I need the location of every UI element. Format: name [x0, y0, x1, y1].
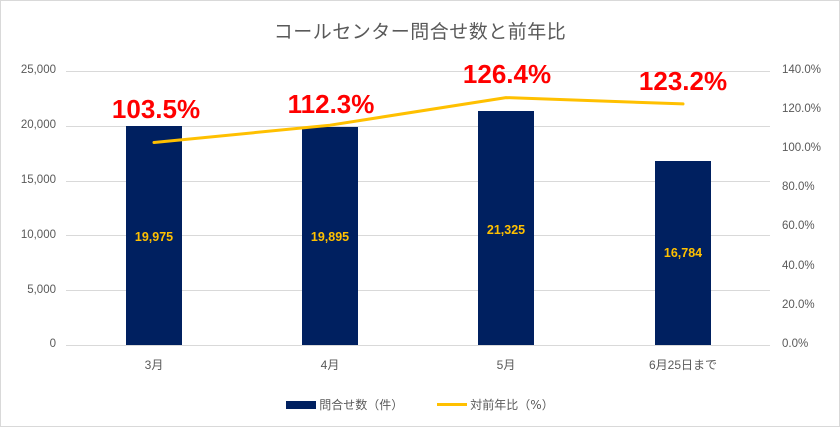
ratio-label: 126.4%: [462, 59, 552, 89]
y-right-tick: 120.0%: [782, 103, 822, 115]
legend-label: 問合せ数（件）: [319, 398, 404, 412]
y-right-tick: 80.0%: [782, 181, 815, 193]
ratio-label: 112.3%: [287, 89, 375, 119]
y-left-tick: 20,000: [20, 119, 56, 131]
ratio-label: 103.5%: [111, 94, 201, 124]
y-left-tick: 25,000: [20, 64, 56, 76]
bar-label: 19,975: [134, 230, 174, 244]
gridlines: [66, 71, 770, 346]
y-right-tick: 20.0%: [782, 299, 815, 311]
bar-may: [478, 111, 534, 345]
y-left-tick: 0: [49, 338, 56, 350]
y-left-tick: 10,000: [20, 229, 56, 241]
y-right-tick: 100.0%: [782, 142, 822, 154]
bar-april: [302, 127, 358, 345]
y-right-tick: 140.0%: [782, 64, 822, 76]
bar-swatch-icon: [286, 400, 317, 409]
legend-item-inquiries[interactable]: 問合せ数（件）: [286, 396, 403, 413]
ratio-label: 123.2%: [638, 66, 728, 96]
bar-june: [655, 161, 711, 345]
legend-label: 対前年比（%）: [470, 398, 554, 412]
line-swatch-icon: [437, 403, 468, 406]
legend: 問合せ数（件） 対前年比（%）: [0, 396, 840, 413]
x-tick: 3月: [144, 358, 164, 372]
ratio-line: [152, 96, 685, 144]
bar-march: [126, 126, 182, 345]
x-tick: 6月25日まで: [648, 358, 718, 372]
y-left-tick: 15,000: [20, 174, 56, 186]
y-left-tick: 5,000: [27, 284, 56, 296]
x-tick: 5月: [496, 358, 516, 372]
bars: [126, 111, 711, 345]
y-right-tick: 40.0%: [782, 260, 815, 272]
legend-item-ratio[interactable]: 対前年比（%）: [437, 396, 554, 413]
chart-title: コールセンター問合せ数と前年比: [273, 21, 567, 43]
bar-label: 21,325: [486, 223, 526, 237]
bar-label: 16,784: [663, 246, 703, 260]
x-tick: 4月: [320, 358, 340, 372]
bar-label: 19,895: [310, 230, 350, 244]
y-right-tick: 0.0%: [782, 338, 809, 350]
y-right-tick: 60.0%: [782, 220, 815, 232]
